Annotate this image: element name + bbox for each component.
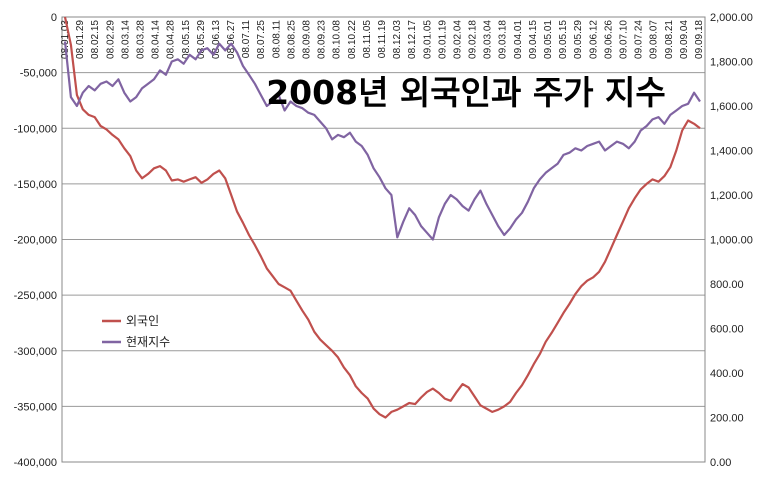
x-tick-label: 08.07.11: [241, 20, 252, 59]
x-tick-label: 09.02.18: [468, 20, 479, 59]
right-tick-label: 400.00: [710, 368, 744, 380]
series-layer: [63, 16, 701, 419]
left-tick-label: -350,000: [14, 401, 57, 413]
left-tick-label: -100,000: [14, 123, 57, 135]
right-tick-label: 600.00: [710, 324, 744, 336]
right-tick-label: 1,400.00: [710, 146, 753, 158]
x-tick-label: 08.04.14: [151, 20, 162, 59]
x-tick-label: 09.07.24: [634, 20, 645, 59]
left-tick-label: -50,000: [20, 68, 57, 80]
x-tick-label: 09.08.07: [649, 20, 660, 59]
left-tick-label: -400,000: [14, 457, 57, 469]
right-tick-label: 1,600.00: [710, 101, 753, 113]
x-tick-label: 08.09.23: [317, 20, 328, 59]
x-tick-label: 09.09.04: [679, 20, 690, 59]
x-tick-label: 09.03.04: [483, 20, 494, 59]
x-tick-label: 08.01.29: [75, 20, 86, 59]
x-tick-label: 09.06.26: [603, 20, 614, 59]
x-tick-label: 08.06.27: [226, 20, 237, 59]
legend-label: 현재지수: [126, 335, 170, 349]
plot-area-frame: [61, 16, 706, 463]
x-tick-label: 09.06.12: [588, 20, 599, 59]
x-tick-label: 08.11.05: [362, 20, 373, 59]
x-tick-label: 09.05.29: [573, 20, 584, 59]
legend-label: 외국인: [126, 314, 159, 328]
x-tick-label: 08.09.08: [302, 20, 313, 59]
x-tick-label: 09.05.15: [558, 20, 569, 59]
left-tick-label: -150,000: [14, 179, 57, 191]
right-tick-label: 1,200.00: [710, 190, 753, 202]
left-tick-label: -300,000: [14, 346, 57, 358]
x-tick-label: 08.08.25: [286, 20, 297, 59]
right-tick-label: 800.00: [710, 279, 744, 291]
x-tick-label: 09.07.10: [618, 20, 629, 59]
x-tick-label: 08.07.25: [256, 20, 267, 59]
right-tick-label: 1,000.00: [710, 235, 753, 247]
x-tick-label: 09.09.18: [694, 20, 705, 59]
series-line-index: [63, 41, 701, 241]
x-tick-label: 08.01.03: [60, 20, 71, 59]
x-tick-label: 08.12.03: [392, 20, 403, 59]
x-tick-label: 08.03.28: [135, 20, 146, 59]
x-tick-label: 08.12.17: [407, 20, 418, 59]
x-tick-label: 08.06.13: [211, 20, 222, 59]
x-tick-label: 09.05.01: [543, 20, 554, 59]
x-tick-label: 09.08.21: [664, 20, 675, 59]
right-tick-label: 200.00: [710, 413, 744, 425]
chart-title: 2008년 외국인과 주가 지수: [266, 73, 666, 112]
x-axis: 08.01.03 08.01.29 08.02.15 08.02.29 08.03.14…: [60, 20, 705, 59]
x-tick-label: 09.01.05: [422, 20, 433, 59]
x-tick-label: 08.10.08: [332, 20, 343, 59]
series-line-foreign: [63, 16, 701, 419]
x-tick-label: 09.01.19: [437, 20, 448, 59]
x-tick-label: 09.04.01: [513, 20, 524, 59]
x-tick-label: 09.04.15: [528, 20, 539, 59]
right-axis: 2,000.00 1,800.00 1,600.00 1,400.00 1,200.00…: [710, 12, 753, 469]
x-tick-label: 08.10.22: [347, 20, 358, 59]
x-tick-label: 09.03.18: [498, 20, 509, 59]
x-tick-label: 08.05.15: [181, 20, 192, 59]
right-tick-label: 2,000.00: [710, 12, 753, 24]
right-tick-label: 0.00: [710, 457, 731, 469]
left-axis: 0 -50,000 -100,000 -150,000 -200,000 -250,000…: [14, 12, 57, 469]
x-tick-label: 08.04.28: [166, 20, 177, 59]
left-tick-label: -200,000: [14, 235, 57, 247]
x-tick-label: 08.02.15: [90, 20, 101, 59]
x-tick-label: 08.03.14: [120, 20, 131, 59]
x-tick-label: 09.02.04: [452, 20, 463, 59]
left-tick-label: -250,000: [14, 290, 57, 302]
x-tick-label: 08.05.29: [196, 20, 207, 59]
x-tick-label: 08.11.19: [377, 20, 388, 59]
left-tick-label: 0: [51, 12, 57, 24]
x-tick-label: 08.02.29: [105, 20, 116, 59]
right-tick-label: 1,800.00: [710, 57, 753, 69]
x-tick-label: 08.08.11: [271, 20, 282, 59]
